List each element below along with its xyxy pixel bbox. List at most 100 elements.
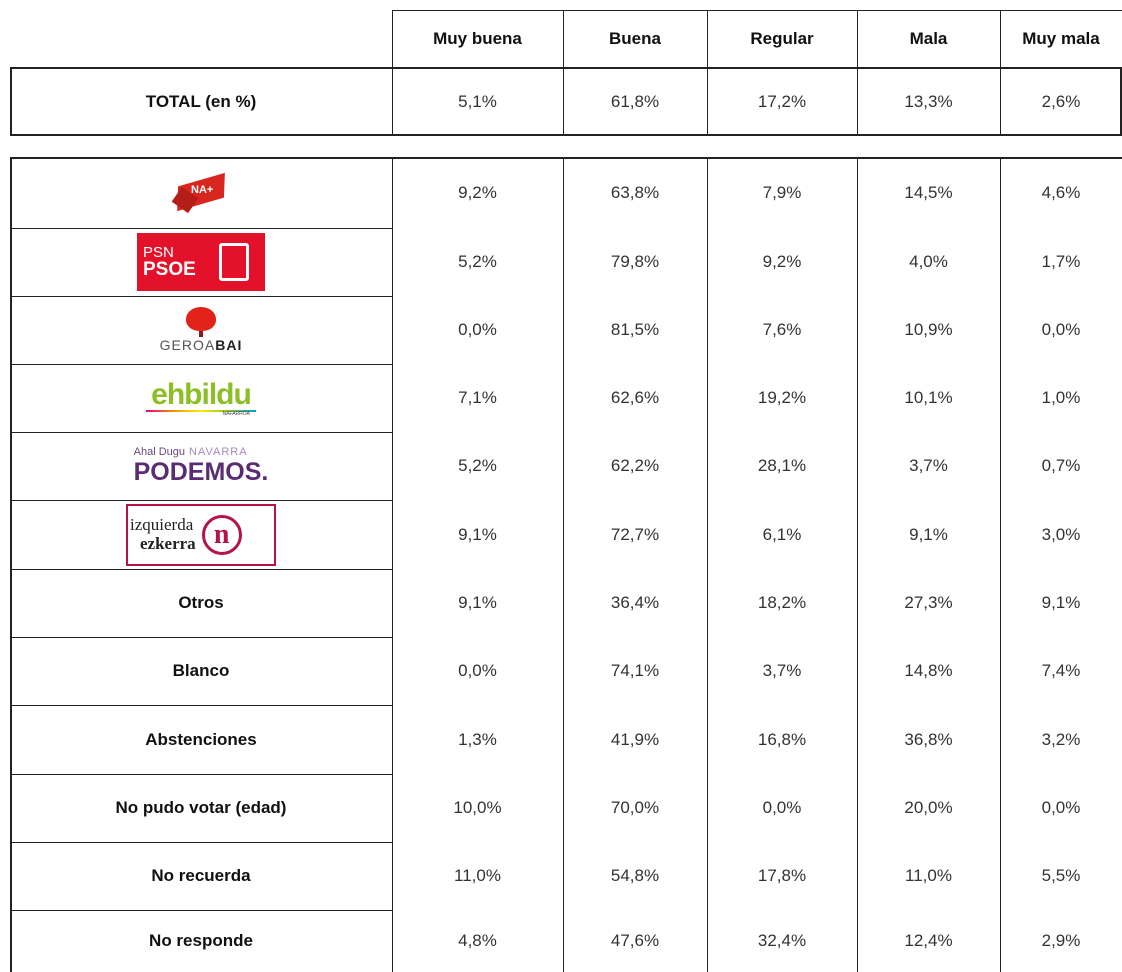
row-label: Abstenciones (145, 729, 257, 749)
cell-value: 11,0% (454, 866, 501, 885)
cell-value: 72,7% (610, 524, 660, 544)
row-label: No pudo votar (edad) (115, 798, 287, 817)
logo-text: NAVARRA (189, 446, 248, 459)
cell-value: 3,0% (1041, 524, 1081, 544)
column-header: Regular (750, 29, 814, 48)
border-line (857, 68, 858, 135)
logo-text: ezkerra (140, 533, 196, 553)
cell-value: 19,2% (757, 388, 807, 407)
border-line (10, 67, 12, 136)
border-line (857, 10, 858, 68)
border-line (1000, 158, 1001, 972)
cell-value: 61,8% (610, 91, 660, 111)
border-line (1120, 67, 1122, 136)
logo-ehbildu: ehbildu NAFARROA (146, 377, 256, 417)
cell-value: 3,7% (909, 456, 948, 475)
cell-value: 10,9% (904, 320, 953, 339)
cell-value: 9,1% (458, 524, 497, 544)
logo-text: Ahal Dugu (133, 446, 185, 459)
row-logo: NA+ (10, 158, 392, 228)
cell-value: 28,1% (757, 456, 807, 475)
cell-value: 0,0% (1041, 798, 1081, 817)
logo-text: BAI (215, 337, 243, 353)
cell-value: 0,0% (1041, 320, 1081, 339)
cell-value: 36,4% (610, 593, 660, 612)
border-line (392, 158, 393, 972)
border-line (10, 157, 1122, 159)
row-logo: izquierda ezkerra n (10, 500, 392, 569)
cell-value: 2,6% (1041, 91, 1081, 111)
border-line (392, 68, 393, 135)
cell-value: 5,2% (458, 456, 497, 475)
border-line (392, 10, 1122, 11)
cell-value: 20,0% (904, 798, 953, 817)
cell-value: 5,1% (458, 91, 497, 111)
cell-value: 5,2% (458, 252, 497, 271)
row-logo: Ahal Dugu NAVARRA PODEMOS. (10, 432, 392, 500)
cell-value: 62,6% (610, 388, 660, 407)
cell-value: 7,4% (1041, 661, 1081, 680)
cell-value: 36,8% (904, 729, 953, 749)
cell-value: 0,0% (458, 320, 497, 339)
cell-value: 10,1% (904, 388, 953, 407)
cell-value: 0,7% (1041, 456, 1081, 475)
border-line (10, 500, 392, 501)
logo-text: PODEMOS. (133, 457, 269, 486)
cell-value: 17,8% (757, 866, 807, 885)
row-label: Blanco (172, 661, 230, 680)
cell-value: 79,8% (610, 252, 660, 271)
cell-value: 14,5% (904, 183, 953, 202)
logo-text: PSN (143, 244, 174, 261)
border-line (1000, 68, 1001, 135)
cell-value: 41,9% (610, 729, 660, 749)
logo-ie: izquierda ezkerra n (126, 503, 276, 566)
logo-text: NAFARROA (222, 410, 250, 417)
cell-value: 16,8% (757, 729, 807, 749)
cell-value: 3,2% (1041, 729, 1081, 749)
column-header: Muy buena (433, 29, 522, 48)
logo-psoe: PSN PSOE (137, 233, 265, 291)
cell-value: 17,2% (757, 91, 807, 111)
border-line (707, 158, 708, 972)
border-line (707, 68, 708, 135)
cell-value: 47,6% (610, 931, 660, 950)
logo-text: ehbildu (151, 377, 252, 411)
cell-value: 2,9% (1041, 931, 1081, 950)
border-line (10, 774, 392, 775)
cell-value: 4,6% (1041, 183, 1081, 202)
logo-geroabai: GEROABAI (160, 307, 243, 353)
cell-value: 63,8% (610, 183, 660, 202)
cell-value: 13,3% (904, 91, 953, 111)
cell-value: 14,8% (904, 661, 953, 680)
cell-value: 7,1% (458, 388, 497, 407)
cell-value: 5,5% (1041, 866, 1081, 885)
cell-value: 62,2% (610, 456, 660, 475)
cell-value: 32,4% (757, 931, 807, 950)
row-logo: PSN PSOE (10, 228, 392, 296)
logo-left: izquierda ezkerra (128, 515, 196, 553)
border-line (10, 432, 392, 433)
cell-value: 1,0% (1041, 388, 1081, 407)
border-line (563, 10, 564, 68)
column-header: Mala (909, 29, 948, 48)
logo-text: GEROABAI (160, 337, 243, 353)
cell-value: 7,9% (762, 183, 802, 202)
border-line (563, 68, 564, 135)
row-label: No recuerda (151, 866, 251, 885)
logo-bar (146, 409, 256, 412)
cell-value: 0,0% (458, 661, 497, 680)
cell-value: 1,7% (1041, 252, 1081, 271)
logo-text: NA+ (191, 184, 214, 196)
border-line (392, 10, 393, 68)
border-line (10, 910, 392, 911)
border-line (10, 364, 392, 365)
column-header: Muy mala (1022, 29, 1100, 48)
cell-value: 1,3% (458, 729, 497, 749)
cell-value: 7,6% (762, 320, 802, 339)
cell-value: 70,0% (610, 798, 660, 817)
logo-na: NA+ (171, 172, 229, 214)
border-line (1000, 10, 1001, 68)
cell-value: 9,1% (458, 593, 497, 612)
border-line (10, 157, 12, 972)
